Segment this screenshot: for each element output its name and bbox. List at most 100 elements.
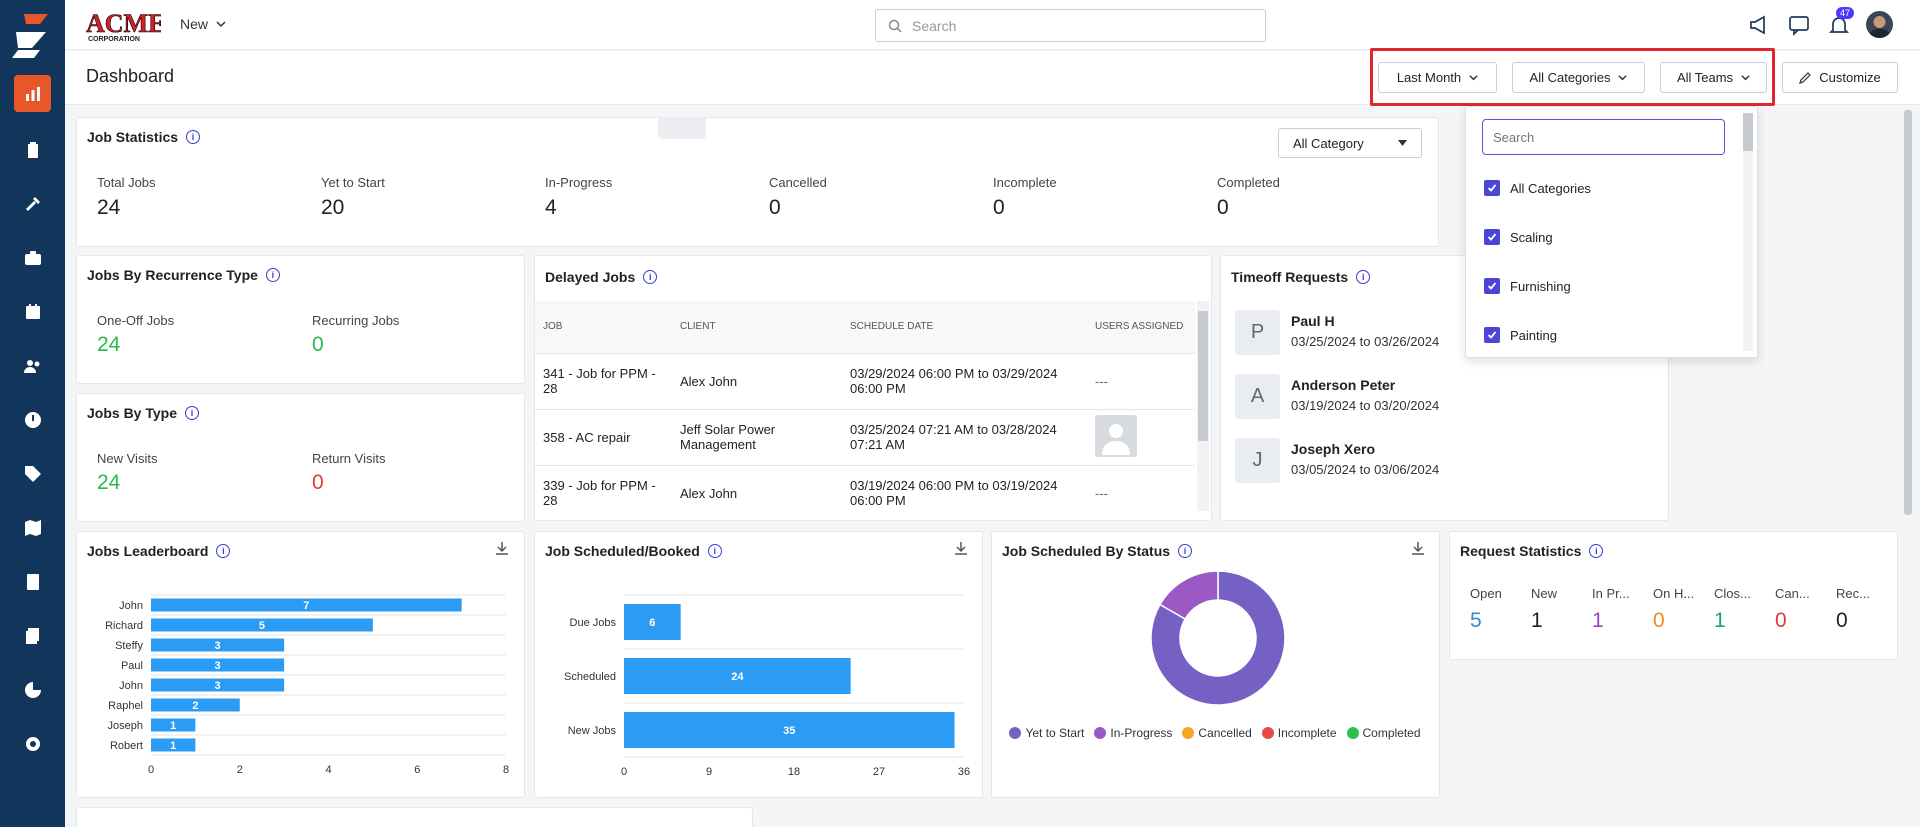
tag-icon — [24, 465, 41, 482]
info-icon[interactable]: i — [186, 130, 201, 144]
sidebar-item-jobs[interactable] — [14, 131, 51, 168]
app-logo-icon[interactable] — [10, 12, 54, 58]
sidebar-item-invoices[interactable] — [14, 563, 51, 600]
table-row[interactable]: 341 - Job for PPM - 28 Alex John 03/29/2… — [535, 353, 1195, 410]
bar[interactable] — [151, 658, 285, 672]
sidebar-item-map[interactable] — [14, 509, 51, 546]
list-item[interactable]: P Paul H 03/25/2024 to 03/26/2024 — [1235, 310, 1575, 360]
request-stat: In Pr... 1 — [1592, 586, 1642, 633]
bar[interactable] — [151, 618, 373, 632]
request-stats-card — [1449, 531, 1898, 660]
bar[interactable] — [151, 738, 196, 752]
legend-item[interactable]: Incomplete — [1261, 726, 1337, 740]
collapse-tab[interactable] — [658, 117, 706, 139]
global-search[interactable]: Search — [875, 9, 1266, 42]
chat-icon[interactable] — [1788, 14, 1810, 36]
download-icon[interactable] — [1410, 540, 1426, 556]
chevron-down-icon — [1469, 75, 1478, 81]
dropdown-option[interactable]: Painting — [1484, 327, 1557, 343]
acme-logo[interactable]: ACME CORPORATION — [86, 9, 161, 43]
status-donut-chart — [1150, 570, 1286, 706]
info-icon[interactable]: i — [216, 544, 231, 558]
dropdown-scrollbar[interactable] — [1743, 113, 1753, 351]
sidebar-item-settings[interactable] — [14, 725, 51, 762]
info-icon[interactable]: i — [707, 544, 722, 558]
info-icon[interactable]: i — [1589, 544, 1604, 558]
sidebar-item-tools[interactable] — [14, 185, 51, 222]
bar[interactable] — [624, 658, 851, 694]
request-stat: Open 5 — [1470, 586, 1520, 633]
new-menu-button[interactable]: New — [180, 16, 226, 32]
stat-label-completed: Completed — [1217, 175, 1280, 190]
data-label: 2 — [192, 700, 198, 712]
list-item[interactable]: J Joseph Xero 03/05/2024 to 03/06/2024 — [1235, 438, 1575, 488]
page-scrollbar[interactable] — [1904, 110, 1912, 515]
sidebar-item-documents[interactable] — [14, 617, 51, 654]
categories-select[interactable]: All Categories — [1512, 62, 1645, 93]
category-label: Due Jobs — [570, 617, 617, 629]
download-icon[interactable] — [494, 540, 510, 556]
legend-item[interactable]: Yet to Start — [1009, 726, 1084, 740]
checkbox-checked-icon[interactable] — [1484, 278, 1500, 294]
category-filter-select[interactable]: All Category — [1278, 128, 1422, 158]
user-avatar[interactable] — [1866, 11, 1893, 38]
bar[interactable] — [151, 598, 462, 612]
dropdown-option[interactable]: Furnishing — [1484, 278, 1571, 294]
checkbox-checked-icon[interactable] — [1484, 180, 1500, 196]
donut-slice[interactable] — [1158, 570, 1219, 621]
customize-button[interactable]: Customize — [1782, 62, 1898, 93]
megaphone-icon[interactable] — [1748, 14, 1770, 36]
new-visits-value: 24 — [97, 471, 121, 494]
recurring-label: Recurring Jobs — [312, 313, 400, 328]
sidebar-item-briefcase[interactable] — [14, 239, 51, 276]
table-scrollbar-thumb[interactable] — [1198, 311, 1208, 441]
categories-dropdown: All Categories Scaling Furnishing Painti… — [1465, 106, 1758, 358]
dropdown-scrollbar-thumb[interactable] — [1743, 113, 1753, 151]
info-icon[interactable]: i — [1178, 544, 1193, 558]
checkbox-checked-icon[interactable] — [1484, 229, 1500, 245]
bar[interactable] — [151, 698, 240, 712]
dropdown-option[interactable]: All Categories — [1484, 180, 1591, 196]
checkbox-checked-icon[interactable] — [1484, 327, 1500, 343]
bar[interactable] — [624, 712, 955, 748]
donut-slice[interactable] — [1150, 570, 1286, 706]
request-stat-value: 1 — [1714, 609, 1726, 632]
legend-item[interactable]: Cancelled — [1182, 726, 1252, 740]
bar[interactable] — [624, 604, 681, 640]
category-label: Joseph — [108, 720, 143, 732]
sidebar-item-reports[interactable] — [14, 671, 51, 708]
bar[interactable] — [151, 718, 196, 732]
info-icon[interactable]: i — [643, 270, 658, 284]
col-users-assigned: USERS ASSIGNED — [1087, 301, 1195, 354]
legend-label: Incomplete — [1277, 726, 1337, 740]
stat-value-in-progress: 4 — [545, 196, 557, 219]
svg-text:ACME: ACME — [86, 9, 161, 38]
teams-select[interactable]: All Teams — [1660, 62, 1767, 93]
download-icon[interactable] — [953, 540, 969, 556]
list-item[interactable]: A Anderson Peter 03/19/2024 to 03/20/2024 — [1235, 374, 1575, 424]
legend-item[interactable]: Completed — [1346, 726, 1421, 740]
dropdown-search-input[interactable] — [1482, 119, 1725, 155]
sidebar-item-calendar[interactable] — [14, 293, 51, 330]
info-icon[interactable]: i — [1356, 270, 1371, 284]
search-input[interactable]: Search — [912, 17, 957, 34]
data-label: 3 — [215, 660, 221, 672]
legend-item[interactable]: In-Progress — [1094, 726, 1172, 740]
x-tick-label: 8 — [503, 764, 509, 776]
bar[interactable] — [151, 638, 285, 652]
sidebar-item-dashboard[interactable] — [14, 75, 51, 112]
dropdown-option[interactable]: Scaling — [1484, 229, 1553, 245]
job-cell: 339 - Job for PPM - 28 — [535, 465, 672, 520]
table-scrollbar[interactable] — [1197, 301, 1209, 511]
sidebar-item-users[interactable] — [14, 347, 51, 384]
sidebar-item-time[interactable] — [14, 401, 51, 438]
data-label: 1 — [170, 720, 176, 732]
info-icon[interactable]: i — [185, 406, 199, 420]
sidebar-item-tags[interactable] — [14, 455, 51, 492]
info-icon[interactable]: i — [265, 268, 280, 282]
page-title: Dashboard — [86, 66, 175, 86]
bar[interactable] — [151, 678, 285, 692]
table-row[interactable]: 339 - Job for PPM - 28 Alex John 03/19/2… — [535, 465, 1195, 520]
period-select[interactable]: Last Month — [1378, 62, 1497, 93]
table-row[interactable]: 358 - AC repair Jeff Solar Power Managem… — [535, 409, 1195, 466]
